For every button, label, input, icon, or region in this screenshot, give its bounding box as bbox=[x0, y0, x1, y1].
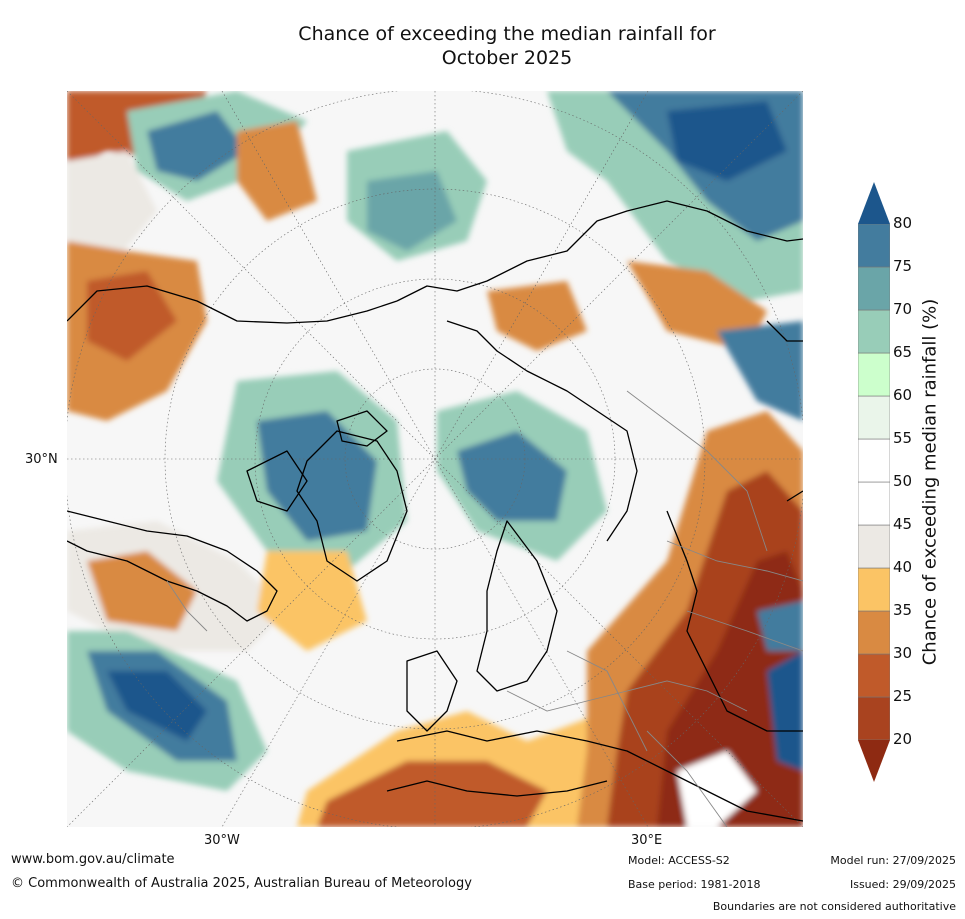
field-dry-us bbox=[257, 551, 367, 651]
colorbar-tick-label: 30 bbox=[893, 644, 913, 662]
colorbar-tick-label: 75 bbox=[893, 257, 913, 275]
footer-model-run: Model run: 27/09/2025 bbox=[830, 854, 956, 867]
colorbar-segment bbox=[858, 223, 890, 268]
colorbar-arrow-high bbox=[858, 182, 890, 224]
colorbar-arrow-low bbox=[858, 740, 890, 782]
coastlines bbox=[67, 200, 803, 822]
colorbar-tick-label: 55 bbox=[893, 429, 913, 447]
colorbar-segment bbox=[858, 481, 890, 526]
field-wet-sw-max bbox=[107, 671, 207, 741]
field-dry-n bbox=[237, 121, 317, 221]
colorbar-segment bbox=[858, 438, 890, 483]
colorbar-tick-label: 65 bbox=[893, 343, 913, 361]
country-boundaries bbox=[166, 390, 803, 827]
colorbar-segment bbox=[858, 395, 890, 440]
footer-base-period: Base period: 1981-2018 bbox=[628, 878, 761, 891]
footer-disclaimer: Boundaries are not considered authoritat… bbox=[712, 900, 956, 913]
field-dry-far-east bbox=[627, 261, 767, 351]
coast-eurasia-north bbox=[396, 200, 803, 302]
colorbar-segment bbox=[858, 352, 890, 397]
coast-eurasia-arctic bbox=[446, 320, 638, 542]
colorbar-tick-label: 70 bbox=[893, 300, 913, 318]
border-central-asia bbox=[666, 540, 803, 582]
coast-north-africa bbox=[386, 780, 608, 797]
field-dry-siberia bbox=[487, 281, 587, 351]
graticule bbox=[67, 91, 803, 827]
footer-model: Model: ACCESS-S2 bbox=[628, 854, 730, 867]
field-wet-arctic-core bbox=[457, 431, 567, 521]
colorbar-tick-label: 25 bbox=[893, 687, 913, 705]
border-eastern-europe bbox=[566, 650, 648, 752]
field-wet-india-max bbox=[767, 651, 803, 771]
coast-mediterranean bbox=[396, 730, 803, 822]
border-russia-south bbox=[626, 390, 768, 552]
map-svg bbox=[67, 91, 803, 827]
colorbar-segment bbox=[858, 610, 890, 655]
coast-scandinavia bbox=[476, 520, 558, 692]
map-title: Chance of exceeding the median rainfall … bbox=[0, 22, 965, 70]
coast-alaska-siberia bbox=[67, 285, 398, 324]
field-wet-canada-core bbox=[257, 411, 377, 541]
colorbar-segment bbox=[858, 309, 890, 354]
title-line-1: Chance of exceeding the median rainfall … bbox=[298, 23, 716, 45]
coast-kamchatka bbox=[766, 320, 803, 342]
field-neutral-w bbox=[67, 151, 157, 271]
field-dry-pacific bbox=[87, 551, 197, 631]
field-wet-c-core bbox=[367, 171, 457, 251]
coast-ellesmere bbox=[336, 410, 388, 447]
colorbar-title: Chance of exceeding median rainfall (%) bbox=[919, 298, 941, 666]
lat-label-30n: 30°N bbox=[25, 452, 58, 467]
lon-label-30e: 30°E bbox=[631, 833, 663, 848]
colorbar bbox=[858, 182, 890, 782]
border-europe-asia bbox=[506, 680, 748, 712]
colorbar-tick-label: 20 bbox=[893, 730, 913, 748]
colorbar-segment bbox=[858, 524, 890, 569]
field-neutral-arabia bbox=[677, 751, 757, 827]
border-south-asia bbox=[686, 610, 803, 652]
title-line-2: October 2025 bbox=[441, 47, 573, 69]
coast-baffin bbox=[246, 450, 308, 512]
colorbar-segment bbox=[858, 567, 890, 612]
field-dry-atlantic-core bbox=[317, 761, 547, 827]
coast-japan bbox=[786, 490, 803, 502]
field-wet-pacific bbox=[717, 321, 803, 421]
colorbar-tick-label: 35 bbox=[893, 601, 913, 619]
footer-copyright: © Commonwealth of Australia 2025, Austra… bbox=[11, 876, 472, 891]
colorbar-segment bbox=[858, 266, 890, 311]
coast-greenland bbox=[296, 430, 408, 582]
colorbar-tick-label: 60 bbox=[893, 386, 913, 404]
probability-map bbox=[67, 91, 803, 827]
colorbar-tick-label: 50 bbox=[893, 472, 913, 490]
coast-north-america bbox=[67, 510, 278, 622]
lon-label-30w: 30°W bbox=[204, 833, 240, 848]
coast-british-isles bbox=[406, 650, 458, 732]
coast-asia-east bbox=[666, 510, 803, 732]
border-middle-east bbox=[646, 730, 728, 827]
border-us-canada bbox=[166, 580, 208, 632]
colorbar-tick-label: 40 bbox=[893, 558, 913, 576]
colorbar-tick-label: 80 bbox=[893, 214, 913, 232]
footer-issued: Issued: 29/09/2025 bbox=[849, 878, 956, 891]
colorbar-segment bbox=[858, 696, 890, 741]
field-wet-n-core bbox=[147, 111, 247, 181]
colorbar-segments bbox=[858, 223, 890, 741]
colorbar-tick-label: 45 bbox=[893, 515, 913, 533]
field-wet-ne-max bbox=[667, 101, 787, 181]
footer-website: www.bom.gov.au/climate bbox=[11, 852, 175, 867]
field-dry-w-core bbox=[87, 271, 177, 361]
colorbar-segment bbox=[858, 653, 890, 698]
